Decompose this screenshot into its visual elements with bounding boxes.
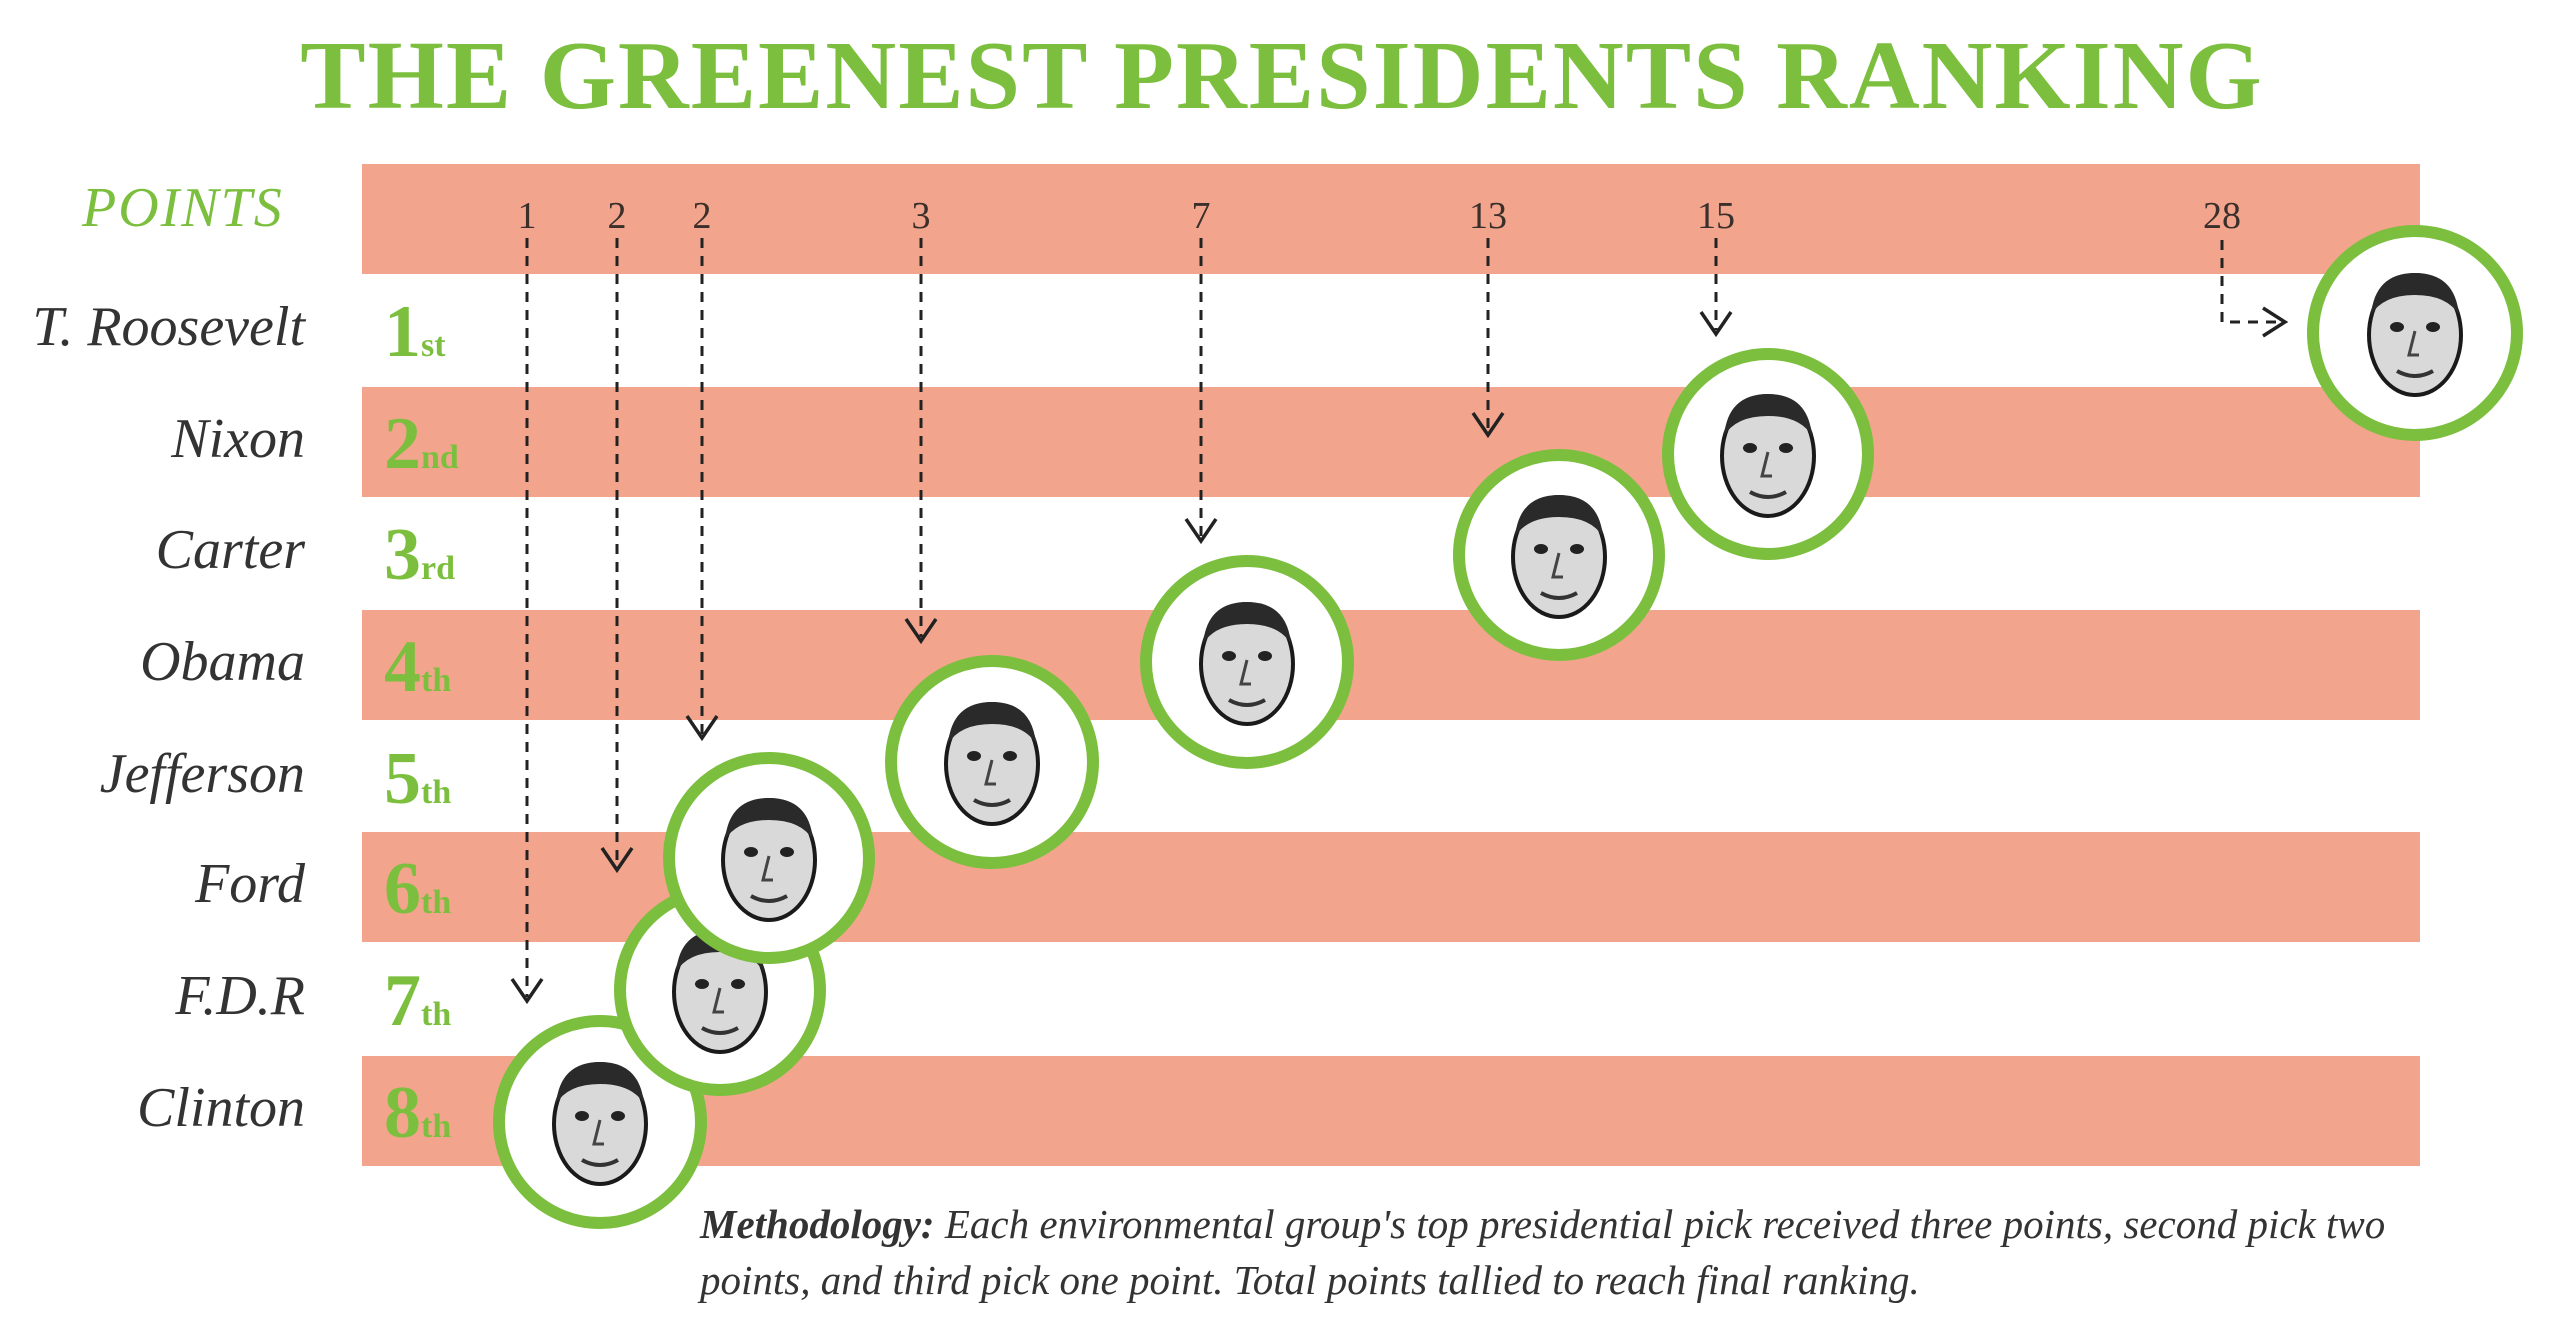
arrow-line <box>2220 240 2279 324</box>
portrait-marker <box>1662 348 1874 560</box>
arrow-head <box>600 847 634 874</box>
rank-suffix: th <box>421 774 452 811</box>
rank-number: 1 <box>384 291 421 373</box>
rank-suffix: th <box>421 1108 452 1145</box>
rank-suffix: rd <box>421 550 455 587</box>
rank-label: 7th <box>384 964 451 1038</box>
nixon-portrait-icon <box>1720 394 1816 518</box>
points-arrow <box>2220 240 2289 338</box>
rank-number: 4 <box>384 626 421 708</box>
rank-label: 3rd <box>384 518 455 592</box>
rank-suffix: th <box>421 996 452 1033</box>
rank-number: 7 <box>384 960 421 1042</box>
arrow-head <box>1471 412 1505 439</box>
president-name: Carter <box>155 519 305 581</box>
portrait-marker <box>663 752 875 964</box>
rank-label: 5th <box>384 742 451 816</box>
points-tick-label: 2 <box>692 195 712 237</box>
portrait-marker <box>1453 449 1665 661</box>
rank-suffix: th <box>421 884 452 921</box>
chart-title: THE GREENEST PRESIDENTS RANKING <box>300 22 2264 130</box>
points-tick-label: 7 <box>1191 195 1211 237</box>
jefferson-portrait-icon <box>944 702 1040 826</box>
obama-portrait-icon <box>1199 602 1295 726</box>
points-arrow <box>1699 238 1733 338</box>
arrow-head <box>1699 311 1733 338</box>
rank-label: 8th <box>384 1076 451 1150</box>
arrow-head <box>1184 518 1218 545</box>
points-tick-label: 15 <box>1697 195 1735 237</box>
points-tick-label: 13 <box>1469 195 1507 237</box>
rank-number: 5 <box>384 738 421 820</box>
arrow-head <box>510 978 544 1005</box>
t-roosevelt-portrait-icon <box>2367 273 2463 397</box>
portrait-marker <box>885 655 1099 869</box>
rank-label: 6th <box>384 852 451 926</box>
arrow-head <box>2262 306 2289 338</box>
points-arrow <box>904 238 938 645</box>
points-tick-label: 3 <box>911 195 931 237</box>
carter-portrait-icon <box>1511 495 1607 619</box>
rank-number: 6 <box>384 848 421 930</box>
president-name: Clinton <box>136 1077 305 1139</box>
rank-number: 8 <box>384 1072 421 1154</box>
president-name: Nixon <box>171 408 305 470</box>
points-arrow <box>1184 238 1218 545</box>
points-arrow <box>600 238 634 874</box>
president-name: F.D.R <box>175 965 305 1027</box>
points-tick-label: 28 <box>2203 195 2241 237</box>
rank-number: 2 <box>384 403 421 485</box>
ford-portrait-icon <box>721 798 817 922</box>
methodology-text: Each environmental group's top president… <box>700 1201 2386 1303</box>
rank-label: 2nd <box>384 407 459 481</box>
row-band <box>362 387 2420 497</box>
rank-suffix: th <box>421 662 452 699</box>
clinton-portrait-icon <box>552 1062 648 1186</box>
portrait-marker <box>2307 225 2523 441</box>
rank-suffix: nd <box>421 439 459 476</box>
rank-label: 4th <box>384 630 451 704</box>
points-tick-label: 1 <box>517 195 537 237</box>
arrow-head <box>685 715 719 742</box>
points-arrow <box>1471 238 1505 439</box>
row-band <box>362 610 2420 720</box>
rank-label: 1st <box>384 295 446 369</box>
president-name: Jefferson <box>99 743 305 805</box>
points-arrow <box>510 238 544 1005</box>
portrait-marker <box>1140 555 1354 769</box>
points-arrow <box>685 238 719 742</box>
president-name: Ford <box>195 853 305 915</box>
methodology-label: Methodology: <box>700 1201 935 1247</box>
president-name: T. Roosevelt <box>32 296 305 358</box>
points-header-band <box>362 164 2420 274</box>
rank-number: 3 <box>384 514 421 596</box>
points-header: POINTS <box>82 177 284 239</box>
arrow-head <box>904 618 938 645</box>
methodology-note: Methodology: Each environmental group's … <box>700 1196 2480 1308</box>
points-tick-label: 2 <box>607 195 627 237</box>
president-name: Obama <box>140 631 305 693</box>
rank-suffix: st <box>421 327 446 364</box>
